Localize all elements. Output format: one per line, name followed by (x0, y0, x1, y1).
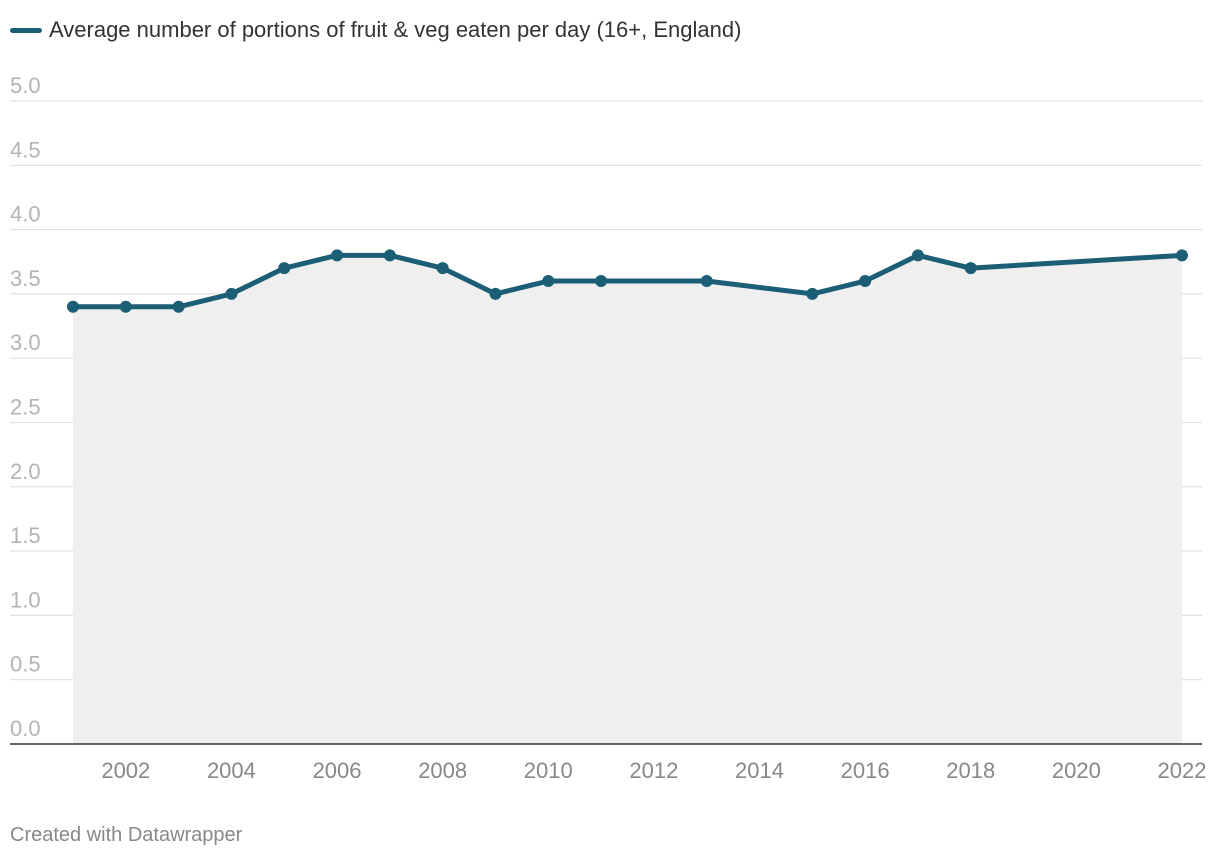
x-tick-label: 2006 (313, 758, 362, 783)
x-tick-label: 2016 (841, 758, 890, 783)
data-point (595, 275, 608, 288)
legend-swatch (10, 27, 42, 33)
x-axis-ticks: 2002 2004 2006 2008 2010 2012 2014 2016 2018 2020… (101, 758, 1206, 783)
area-fill-layer (73, 255, 1182, 744)
data-point (489, 287, 502, 300)
x-tick-label: 2022 (1158, 758, 1207, 783)
data-point (964, 262, 977, 275)
y-tick-label: 4.0 (10, 202, 41, 227)
x-tick-label: 2004 (207, 758, 256, 783)
data-point (700, 275, 713, 288)
data-point (119, 300, 132, 313)
y-tick-label: 0.0 (10, 716, 41, 741)
y-tick-label: 5.0 (10, 73, 41, 98)
x-tick-label: 2008 (418, 758, 467, 783)
y-tick-label: 0.5 (10, 652, 41, 677)
y-tick-label: 1.0 (10, 587, 41, 612)
y-tick-label: 3.5 (10, 266, 41, 291)
chart-legend: Average number of portions of fruit & ve… (10, 14, 741, 46)
series-points (67, 249, 1188, 313)
y-tick-label: 2.5 (10, 395, 41, 420)
y-tick-label: 2.0 (10, 459, 41, 484)
y-tick-label: 1.5 (10, 523, 41, 548)
y-axis-ticks: 0.0 0.5 1.0 1.5 2.0 2.5 3.0 3.5 4.0 4.5 5.0 (10, 73, 41, 741)
data-point (331, 249, 344, 262)
area-fill (73, 255, 1182, 744)
data-point (67, 300, 79, 313)
data-point (383, 249, 396, 262)
data-point (278, 262, 291, 275)
x-tick-label: 2002 (101, 758, 150, 783)
data-point (172, 300, 185, 313)
y-tick-label: 3.0 (10, 330, 41, 355)
data-point (859, 275, 872, 288)
x-tick-label: 2012 (629, 758, 678, 783)
data-point (436, 262, 449, 275)
legend-label: Average number of portions of fruit & ve… (49, 17, 742, 42)
data-point (806, 287, 819, 300)
data-point (225, 287, 238, 300)
y-tick-label: 4.5 (10, 137, 41, 162)
data-point (1176, 249, 1188, 262)
x-tick-label: 2014 (735, 758, 784, 783)
x-tick-label: 2010 (524, 758, 573, 783)
data-point (542, 275, 555, 288)
data-point (911, 249, 924, 262)
x-tick-label: 2018 (946, 758, 995, 783)
footer-credit: Created with Datawrapper (10, 824, 243, 846)
x-tick-label: 2020 (1052, 758, 1101, 783)
